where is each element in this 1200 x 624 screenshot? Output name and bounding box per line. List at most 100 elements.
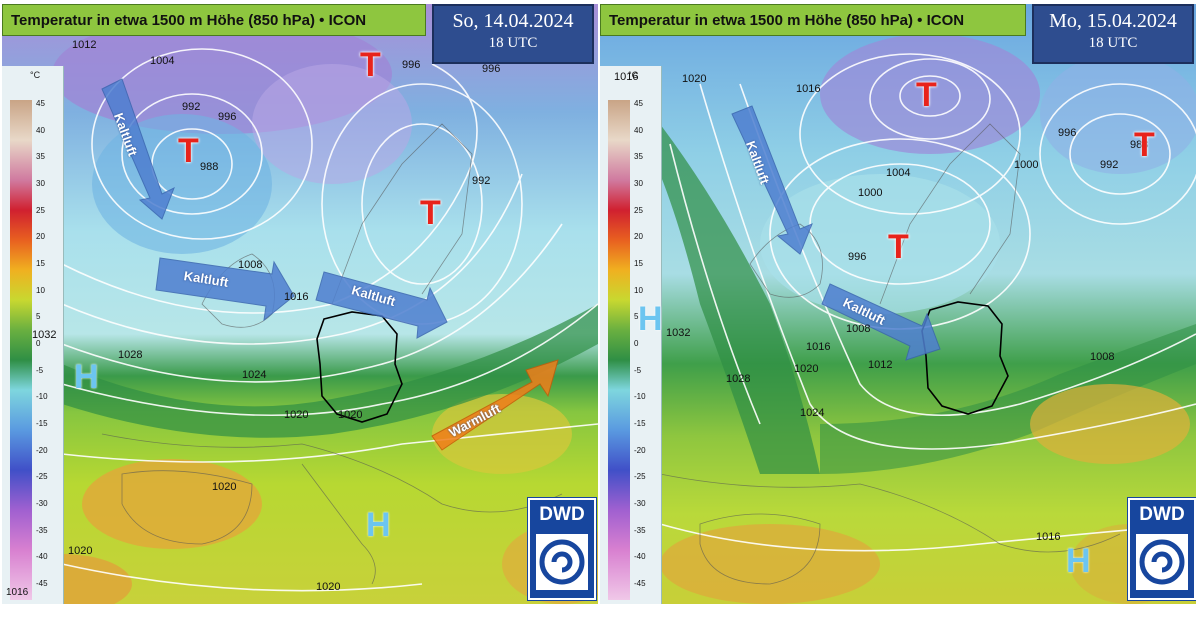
legend-tick-label: -10 (634, 392, 646, 402)
isobar-label: 1020 (68, 545, 93, 557)
legend-tick-label: 5 (634, 312, 639, 322)
isobar-label: 1000 (1014, 159, 1039, 171)
legend-unit: °C (30, 70, 41, 80)
legend-color-bar (10, 100, 32, 600)
low-pressure-symbol: T (420, 194, 441, 232)
legend-color-bar (608, 100, 630, 600)
legend-tick-label: 40 (36, 125, 45, 135)
isobar-label: 1016 (806, 341, 831, 353)
legend-tick-label: 45 (634, 99, 643, 108)
isobar-label: 1020 (316, 581, 341, 593)
low-pressure-symbol: T (360, 46, 381, 84)
map-panel-right: Temperatur in etwa 1500 m Höhe (850 hPa)… (600, 4, 1196, 604)
temperature-legend: °C 45 40 35 30 25 20 15 10 5 0 -5 -10 -15 -20 -25 -30 -3… (600, 66, 662, 604)
isobar-label: 1004 (886, 167, 911, 179)
isobar-label: 996 (402, 59, 421, 71)
legend-tick-label: 0 (36, 339, 41, 348)
isobar-label: 1016 (1036, 531, 1061, 543)
isobar-label: 1020 (284, 409, 309, 421)
isobar-label: 1032 (32, 329, 57, 341)
temperature-legend: °C 45 40 35 30 25 20 15 10 5 0 -5 -10 -15 -20 -25 -30 -3… (2, 66, 64, 604)
legend-tick-label: -15 (634, 419, 646, 428)
legend-tick-label: 45 (36, 99, 45, 108)
isobar-label: 1028 (726, 373, 751, 385)
isobar-label: 992 (1100, 159, 1119, 171)
map-title: Temperatur in etwa 1500 m Höhe (850 hPa)… (2, 4, 426, 36)
legend-tick-label: -45 (36, 579, 48, 588)
isobar-label: 996 (848, 251, 867, 263)
legend-tick-label: -45 (634, 579, 646, 588)
isobar-label: 1020 (212, 481, 237, 493)
legend-tick-label: -10 (36, 392, 48, 402)
legend-tick-label: 15 (36, 259, 45, 268)
dwd-swirl-icon (1136, 534, 1188, 590)
legend-tick-label: 15 (634, 259, 643, 268)
low-pressure-symbol: T (888, 228, 909, 266)
isobar-label: 1020 (338, 409, 363, 421)
legend-tick-label: 25 (36, 205, 45, 215)
isobar-label: 1008 (846, 323, 871, 335)
legend-tick-label: 40 (634, 125, 643, 135)
date-box: So, 14.04.2024 18 UTC (432, 4, 594, 64)
isobar-label: 1028 (118, 349, 143, 361)
legend-tick-label: 25 (634, 205, 643, 215)
map-panel-left: Temperatur in etwa 1500 m Höhe (850 hPa)… (2, 4, 598, 604)
date-box: Mo, 15.04.2024 18 UTC (1032, 4, 1194, 64)
low-pressure-symbol: T (178, 132, 199, 170)
low-pressure-symbol: T (916, 76, 937, 114)
legend-tick-label: 0 (634, 339, 639, 348)
legend-tick-label: 20 (36, 232, 45, 242)
legend-tick-label: -20 (36, 445, 48, 455)
legend-tick-label: 35 (36, 152, 45, 162)
legend-tick-label: -40 (36, 552, 48, 562)
legend-tick-label: -25 (36, 472, 48, 482)
high-pressure-symbol: H (74, 358, 99, 396)
isobar-label: 1032 (666, 327, 691, 339)
legend-tick-label: -15 (36, 419, 48, 428)
legend-tick-label: -20 (634, 445, 646, 455)
forecast-date: So, 14.04.2024 (452, 10, 574, 32)
legend-tick-label: 35 (634, 152, 643, 162)
forecast-date: Mo, 15.04.2024 (1049, 10, 1177, 32)
dwd-logo: DWD (528, 498, 596, 600)
forecast-time: 18 UTC (488, 35, 538, 51)
isobar-label: 988 (1130, 139, 1149, 151)
isobar-label: 992 (182, 101, 201, 113)
isobar-label: 1012 (868, 359, 893, 371)
low-pressure-symbol: T (1134, 126, 1155, 164)
isobar-label: 1020 (682, 73, 707, 85)
legend-tick-label: -5 (36, 365, 44, 375)
legend-tick-label: 10 (634, 285, 643, 295)
dwd-logo: DWD (1128, 498, 1196, 600)
isobar-label: 1004 (150, 55, 175, 67)
legend-tick-label: 5 (36, 312, 41, 322)
dwd-logo-text: DWD (539, 504, 585, 525)
dwd-swirl-icon (536, 534, 588, 590)
legend-tick-label: -30 (36, 499, 48, 508)
isobar-label: 1016 (614, 71, 639, 83)
legend-tick-label: -35 (36, 525, 48, 535)
temperature-map-left (2, 4, 598, 604)
isobar-label: 1012 (72, 39, 97, 51)
isobar-label: 1024 (242, 369, 267, 381)
isobar-label: 996 (1058, 127, 1077, 139)
legend-tick-label: -5 (634, 365, 642, 375)
temperature-map-right (600, 4, 1196, 604)
forecast-time: 18 UTC (1088, 35, 1138, 51)
isobar-label: 1008 (238, 259, 263, 271)
isobar-label: 1020 (794, 363, 819, 375)
isobar-label: 1008 (1090, 351, 1115, 363)
legend-tick-label: 20 (634, 232, 643, 242)
legend-tick-label: -35 (634, 525, 646, 535)
legend-tick-label: 30 (36, 179, 45, 188)
legend-tick-label: -40 (634, 552, 646, 562)
isobar-label: 996 (218, 111, 237, 123)
legend-tick-label: 10 (36, 285, 45, 295)
legend-footer-value: 1016 (6, 587, 29, 598)
legend-tick-label: -25 (634, 472, 646, 482)
isobar-label: 988 (200, 161, 219, 173)
dwd-logo-text: DWD (1139, 504, 1185, 525)
isobar-label: 1016 (284, 291, 309, 303)
high-pressure-symbol: H (638, 300, 663, 338)
legend-unit: °C (628, 70, 639, 80)
